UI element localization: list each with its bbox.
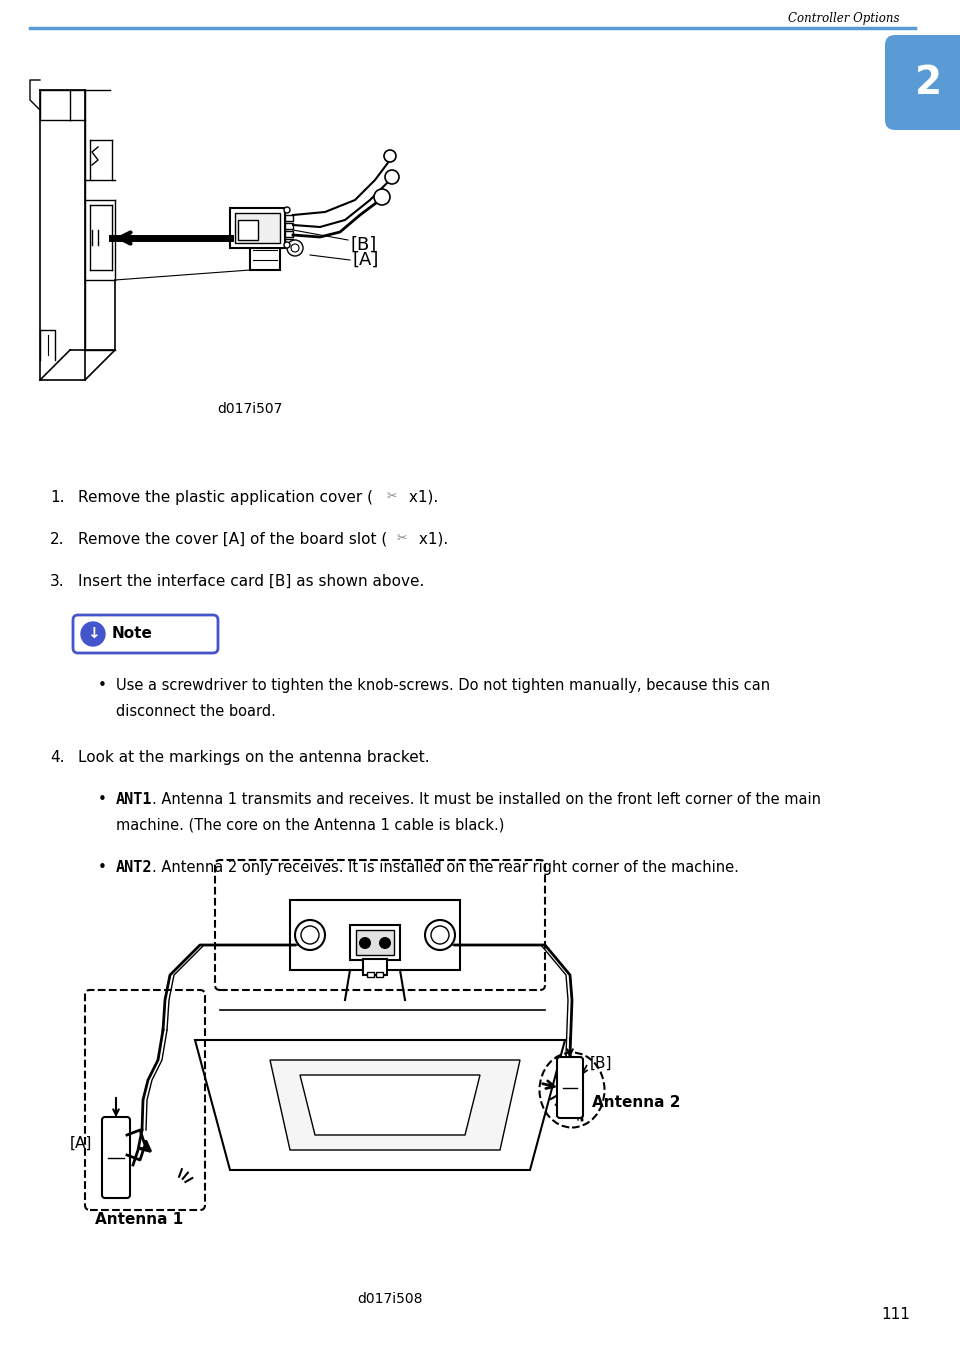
Bar <box>238 220 258 239</box>
Text: 2.: 2. <box>50 532 64 547</box>
Bar <box>285 239 293 245</box>
Text: . Antenna 1 transmits and receives. It must be installed on the front left corne: . Antenna 1 transmits and receives. It m… <box>152 792 821 806</box>
Circle shape <box>81 622 105 646</box>
Circle shape <box>284 207 290 214</box>
Text: [A]: [A] <box>352 252 378 269</box>
Circle shape <box>291 243 299 252</box>
Text: ↓: ↓ <box>86 627 100 642</box>
Text: Controller Options: Controller Options <box>788 12 900 24</box>
Text: Antenna 2: Antenna 2 <box>592 1095 681 1110</box>
Text: Insert the interface card [B] as shown above.: Insert the interface card [B] as shown a… <box>78 574 424 589</box>
Text: •: • <box>98 679 107 694</box>
Bar <box>285 215 293 220</box>
Circle shape <box>425 919 455 951</box>
Text: ✂: ✂ <box>396 532 406 545</box>
Text: d017i508: d017i508 <box>357 1292 422 1306</box>
Circle shape <box>295 919 325 951</box>
Bar <box>290 900 460 970</box>
Bar <box>250 220 280 271</box>
Text: ANT2: ANT2 <box>116 860 153 874</box>
FancyBboxPatch shape <box>102 1117 130 1198</box>
FancyBboxPatch shape <box>885 35 960 131</box>
Text: ANT1: ANT1 <box>116 792 153 806</box>
Text: d017i507: d017i507 <box>217 403 282 416</box>
Text: disconnect the board.: disconnect the board. <box>116 704 276 719</box>
Text: . Antenna 2 only receives. It is installed on the rear right corner of the machi: . Antenna 2 only receives. It is install… <box>152 860 739 874</box>
Bar <box>350 925 400 960</box>
Circle shape <box>374 189 390 205</box>
Text: [B]: [B] <box>590 1055 612 1070</box>
Bar <box>363 959 387 975</box>
Text: machine. (The core on the Antenna 1 cable is black.): machine. (The core on the Antenna 1 cabl… <box>116 817 504 832</box>
Text: [A]: [A] <box>70 1136 92 1151</box>
Circle shape <box>359 937 371 949</box>
Bar <box>285 223 293 228</box>
Circle shape <box>287 239 303 256</box>
Text: Antenna 1: Antenna 1 <box>95 1212 183 1227</box>
Circle shape <box>431 926 449 944</box>
Bar <box>356 930 394 955</box>
Text: x1).: x1). <box>404 490 439 505</box>
Text: Use a screwdriver to tighten the knob-screws. Do not tighten manually, because t: Use a screwdriver to tighten the knob-sc… <box>116 679 770 694</box>
Bar <box>258 208 272 220</box>
Text: •: • <box>98 860 107 874</box>
Polygon shape <box>300 1074 480 1136</box>
Circle shape <box>379 937 391 949</box>
Text: 3.: 3. <box>50 574 64 589</box>
Bar <box>230 208 285 248</box>
Circle shape <box>284 242 290 248</box>
Text: ✂: ✂ <box>386 490 396 503</box>
Bar <box>367 972 374 976</box>
Circle shape <box>301 926 319 944</box>
Text: 4.: 4. <box>50 749 64 764</box>
Text: Remove the plastic application cover (: Remove the plastic application cover ( <box>78 490 373 505</box>
Bar <box>235 214 280 243</box>
Bar <box>376 972 383 976</box>
Text: x1).: x1). <box>414 532 448 547</box>
Text: [B]: [B] <box>350 237 376 254</box>
Text: Look at the markings on the antenna bracket.: Look at the markings on the antenna brac… <box>78 749 430 764</box>
Polygon shape <box>270 1059 520 1151</box>
Circle shape <box>384 150 396 162</box>
Text: Note: Note <box>112 627 153 642</box>
Text: Remove the cover [A] of the board slot (: Remove the cover [A] of the board slot ( <box>78 532 387 547</box>
Circle shape <box>385 170 399 184</box>
FancyBboxPatch shape <box>557 1057 583 1118</box>
Text: 2: 2 <box>915 64 942 102</box>
Polygon shape <box>195 1040 565 1170</box>
FancyBboxPatch shape <box>73 615 218 653</box>
Bar <box>285 231 293 237</box>
Text: •: • <box>98 792 107 806</box>
Text: 111: 111 <box>881 1307 910 1322</box>
Text: 1.: 1. <box>50 490 64 505</box>
